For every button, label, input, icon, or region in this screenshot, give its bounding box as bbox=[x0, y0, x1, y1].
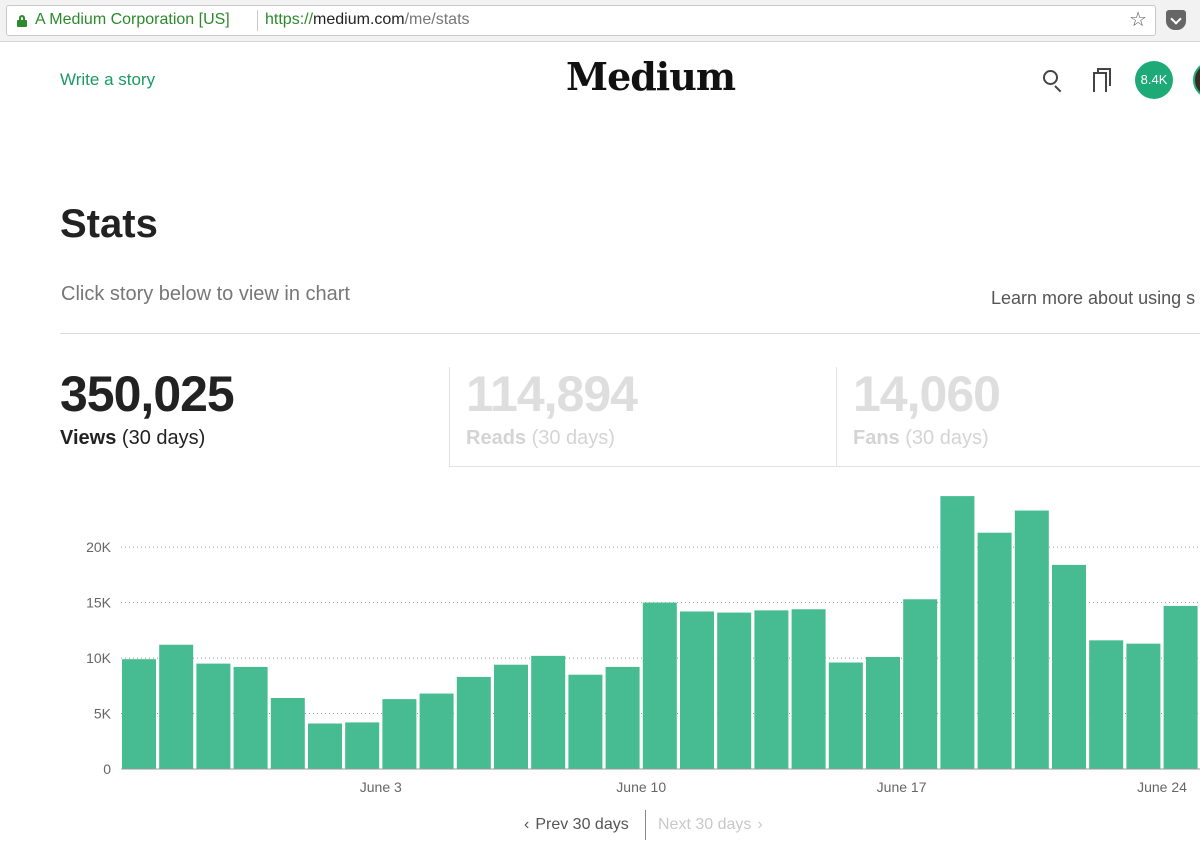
y-tick-label: 20K bbox=[86, 539, 112, 555]
bar[interactable] bbox=[531, 655, 566, 769]
bar[interactable] bbox=[233, 666, 268, 769]
star-icon[interactable]: ☆ bbox=[1129, 9, 1147, 31]
x-tick-label: June 17 bbox=[877, 779, 927, 795]
bar[interactable] bbox=[270, 698, 305, 769]
bar[interactable] bbox=[1163, 605, 1198, 769]
bar[interactable] bbox=[717, 612, 752, 769]
lock-icon bbox=[17, 15, 27, 27]
x-tick-label: June 24 bbox=[1137, 779, 1187, 795]
bar[interactable] bbox=[977, 532, 1012, 769]
y-tick-label: 10K bbox=[86, 650, 112, 666]
tab-views[interactable]: 350,025 Views (30 days) bbox=[60, 366, 449, 467]
fans-count: 14,060 bbox=[853, 366, 1001, 422]
x-tick-label: June 10 bbox=[616, 779, 666, 795]
tab-reads[interactable]: 114,894 Reads (30 days) bbox=[449, 366, 836, 467]
bar[interactable] bbox=[419, 693, 454, 769]
bar[interactable] bbox=[122, 659, 156, 769]
tab-fans[interactable]: 14,060 Fans (30 days) bbox=[836, 366, 1200, 467]
search-icon[interactable] bbox=[1043, 70, 1063, 93]
bar[interactable] bbox=[1126, 643, 1161, 769]
bar[interactable] bbox=[159, 644, 194, 769]
bar[interactable] bbox=[680, 611, 714, 769]
bar[interactable] bbox=[1089, 640, 1124, 769]
bar[interactable] bbox=[345, 722, 380, 769]
bar[interactable] bbox=[382, 699, 417, 769]
bar[interactable] bbox=[456, 676, 491, 769]
next-30-days-button: Next 30 days › bbox=[658, 816, 763, 833]
bar[interactable] bbox=[1014, 510, 1049, 769]
url-host: medium.com bbox=[313, 11, 405, 28]
bar[interactable] bbox=[828, 662, 863, 769]
divider bbox=[60, 333, 1200, 334]
prev-30-days-button[interactable]: ‹ Prev 30 days bbox=[524, 816, 629, 833]
chart-hint: Click story below to view in chart bbox=[61, 283, 350, 305]
bar[interactable] bbox=[605, 666, 640, 769]
notifications-badge[interactable]: 8.4K bbox=[1135, 61, 1173, 99]
write-story-link[interactable]: Write a story bbox=[60, 70, 156, 89]
learn-more-link[interactable]: Learn more about using s bbox=[991, 288, 1196, 308]
avatar[interactable] bbox=[1193, 61, 1200, 99]
page-title: Stats bbox=[60, 202, 158, 246]
y-tick-label: 15K bbox=[86, 595, 112, 611]
bookmark-icon[interactable] bbox=[1093, 68, 1111, 92]
browser-address-bar: A Medium Corporation [US] https://medium… bbox=[0, 0, 1200, 42]
bar[interactable] bbox=[1052, 564, 1086, 769]
bar[interactable] bbox=[494, 664, 528, 769]
url-scheme: https:// bbox=[265, 11, 314, 28]
fans-label: Fans (30 days) bbox=[853, 427, 989, 449]
pocket-icon[interactable] bbox=[1166, 10, 1186, 30]
bar[interactable] bbox=[940, 496, 975, 769]
medium-logo[interactable]: Medium bbox=[566, 54, 736, 99]
bar[interactable] bbox=[196, 663, 231, 769]
url-text[interactable]: https://medium.com/me/stats bbox=[265, 11, 470, 29]
views-count: 350,025 bbox=[60, 366, 235, 422]
views-bar-chart: 0 5K 10K 15K 20K June 3 June 10 June 17 June 24 bbox=[86, 496, 1200, 795]
bar[interactable] bbox=[903, 599, 938, 769]
chevron-left-icon: ‹ bbox=[524, 816, 530, 833]
url-field[interactable]: A Medium Corporation [US] https://medium… bbox=[6, 5, 1156, 36]
bar[interactable] bbox=[642, 602, 677, 769]
reads-count: 114,894 bbox=[466, 366, 638, 422]
url-path: /me/stats bbox=[404, 11, 470, 28]
chevron-right-icon: › bbox=[757, 816, 763, 833]
views-label: Views (30 days) bbox=[60, 427, 206, 449]
certificate-label[interactable]: A Medium Corporation [US] bbox=[35, 11, 230, 28]
x-tick-label: June 3 bbox=[360, 779, 402, 795]
y-tick-label: 5K bbox=[94, 706, 112, 722]
url-separator bbox=[257, 10, 258, 31]
bar[interactable] bbox=[866, 656, 900, 769]
bar[interactable] bbox=[308, 723, 342, 769]
y-tick-label: 0 bbox=[103, 761, 111, 777]
bar[interactable] bbox=[791, 609, 826, 769]
pager-separator bbox=[645, 810, 646, 840]
reads-label: Reads (30 days) bbox=[466, 427, 615, 449]
chart-pager: ‹ Prev 30 days Next 30 days › bbox=[0, 808, 1200, 842]
bar[interactable] bbox=[568, 674, 603, 769]
bar[interactable] bbox=[754, 610, 789, 769]
